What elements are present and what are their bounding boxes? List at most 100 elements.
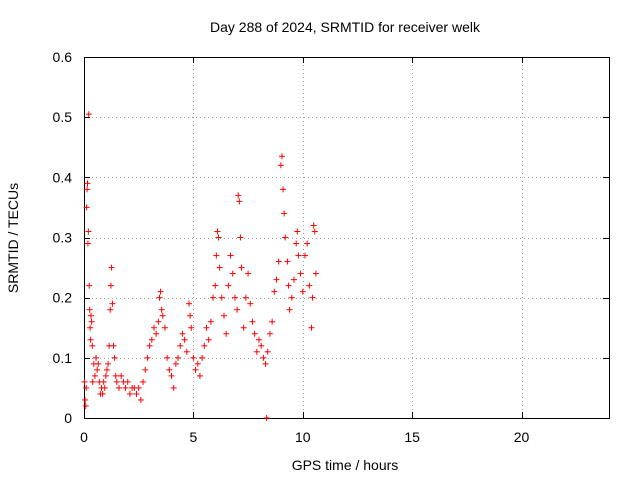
data-point <box>151 324 157 331</box>
data-point <box>87 336 94 343</box>
data-point <box>278 153 285 160</box>
data-point <box>124 378 131 385</box>
data-point <box>144 354 151 361</box>
chart-title: Day 288 of 2024, SRMTID for receiver wel… <box>210 19 481 35</box>
data-point <box>181 336 188 343</box>
data-point <box>137 396 144 403</box>
data-point <box>83 384 90 391</box>
x-tick-label: 20 <box>514 429 530 445</box>
data-point <box>240 324 247 331</box>
data-point <box>142 366 149 373</box>
data-point <box>282 234 289 241</box>
data-point <box>258 342 265 349</box>
data-point <box>213 252 220 259</box>
data-point <box>89 342 96 349</box>
data-point <box>159 312 166 319</box>
data-point <box>223 330 230 337</box>
data-point <box>108 264 115 271</box>
data-point <box>91 372 98 379</box>
data-point <box>187 312 194 319</box>
data-point <box>81 378 88 385</box>
data-point <box>109 300 116 307</box>
data-point <box>177 342 184 349</box>
data-point <box>286 306 293 313</box>
data-point <box>156 294 163 301</box>
x-tick-label: 5 <box>189 429 197 445</box>
data-point <box>170 384 177 391</box>
data-point <box>99 390 106 397</box>
data-point <box>275 258 282 265</box>
data-point <box>153 330 160 337</box>
data-point <box>102 372 109 379</box>
data-point <box>107 306 114 313</box>
data-point <box>110 342 117 349</box>
y-tick-label: 0.6 <box>53 49 73 65</box>
data-point <box>256 336 262 343</box>
data-point <box>309 294 316 301</box>
data-point <box>237 234 244 241</box>
x-tick-label: 0 <box>80 429 88 445</box>
data-point <box>238 264 245 271</box>
data-point <box>194 360 201 367</box>
data-point <box>140 378 147 385</box>
data-point <box>135 384 142 391</box>
data-point <box>199 354 206 361</box>
data-point <box>207 318 214 325</box>
data-point <box>85 228 92 235</box>
data-point <box>86 306 93 313</box>
x-tick-labels: 0 5 10 15 20 <box>80 429 529 445</box>
data-point <box>308 324 315 331</box>
plot-frame <box>84 57 610 419</box>
data-point <box>85 111 92 118</box>
data-point <box>161 324 168 331</box>
data-point <box>186 300 192 307</box>
data-point <box>95 360 102 367</box>
data-point <box>236 198 243 205</box>
data-point <box>192 366 199 373</box>
y-tick-label: 0.5 <box>53 109 73 125</box>
data-point <box>304 240 311 247</box>
data-point <box>84 240 91 247</box>
y-tick-labels: 0 0.1 0.2 0.3 0.4 0.5 0.6 <box>53 49 73 426</box>
data-point <box>105 360 112 367</box>
data-point <box>203 324 210 331</box>
data-point <box>113 378 120 385</box>
data-point <box>266 330 273 337</box>
data-point <box>249 318 256 325</box>
data-point <box>231 294 238 301</box>
data-point <box>264 348 271 355</box>
data-point <box>210 294 217 301</box>
data-point <box>122 384 129 391</box>
data-point <box>179 330 186 337</box>
data-point <box>293 240 300 247</box>
data-point <box>273 276 280 283</box>
data-point <box>227 252 234 259</box>
data-point <box>229 270 236 277</box>
data-point <box>297 270 304 277</box>
data-point <box>155 318 162 325</box>
data-point <box>294 228 301 235</box>
data-point <box>175 354 182 361</box>
data-point <box>285 282 292 289</box>
data-point <box>87 324 94 331</box>
data-point <box>183 348 190 355</box>
data-point <box>269 318 276 325</box>
data-point <box>235 192 242 199</box>
data-point <box>242 294 249 301</box>
data-point <box>146 342 153 349</box>
data-point <box>158 306 165 313</box>
data-point <box>299 288 306 295</box>
data-point <box>86 282 93 289</box>
data-point <box>245 270 252 277</box>
data-point <box>234 306 241 313</box>
data-point <box>225 282 232 289</box>
data-point <box>133 390 140 397</box>
y-tick-label: 0 <box>64 410 72 426</box>
data-point <box>84 180 91 187</box>
data-point <box>164 354 171 361</box>
data-point <box>312 270 319 277</box>
data-point <box>201 342 208 349</box>
data-point <box>112 372 119 379</box>
data-point <box>247 300 254 307</box>
